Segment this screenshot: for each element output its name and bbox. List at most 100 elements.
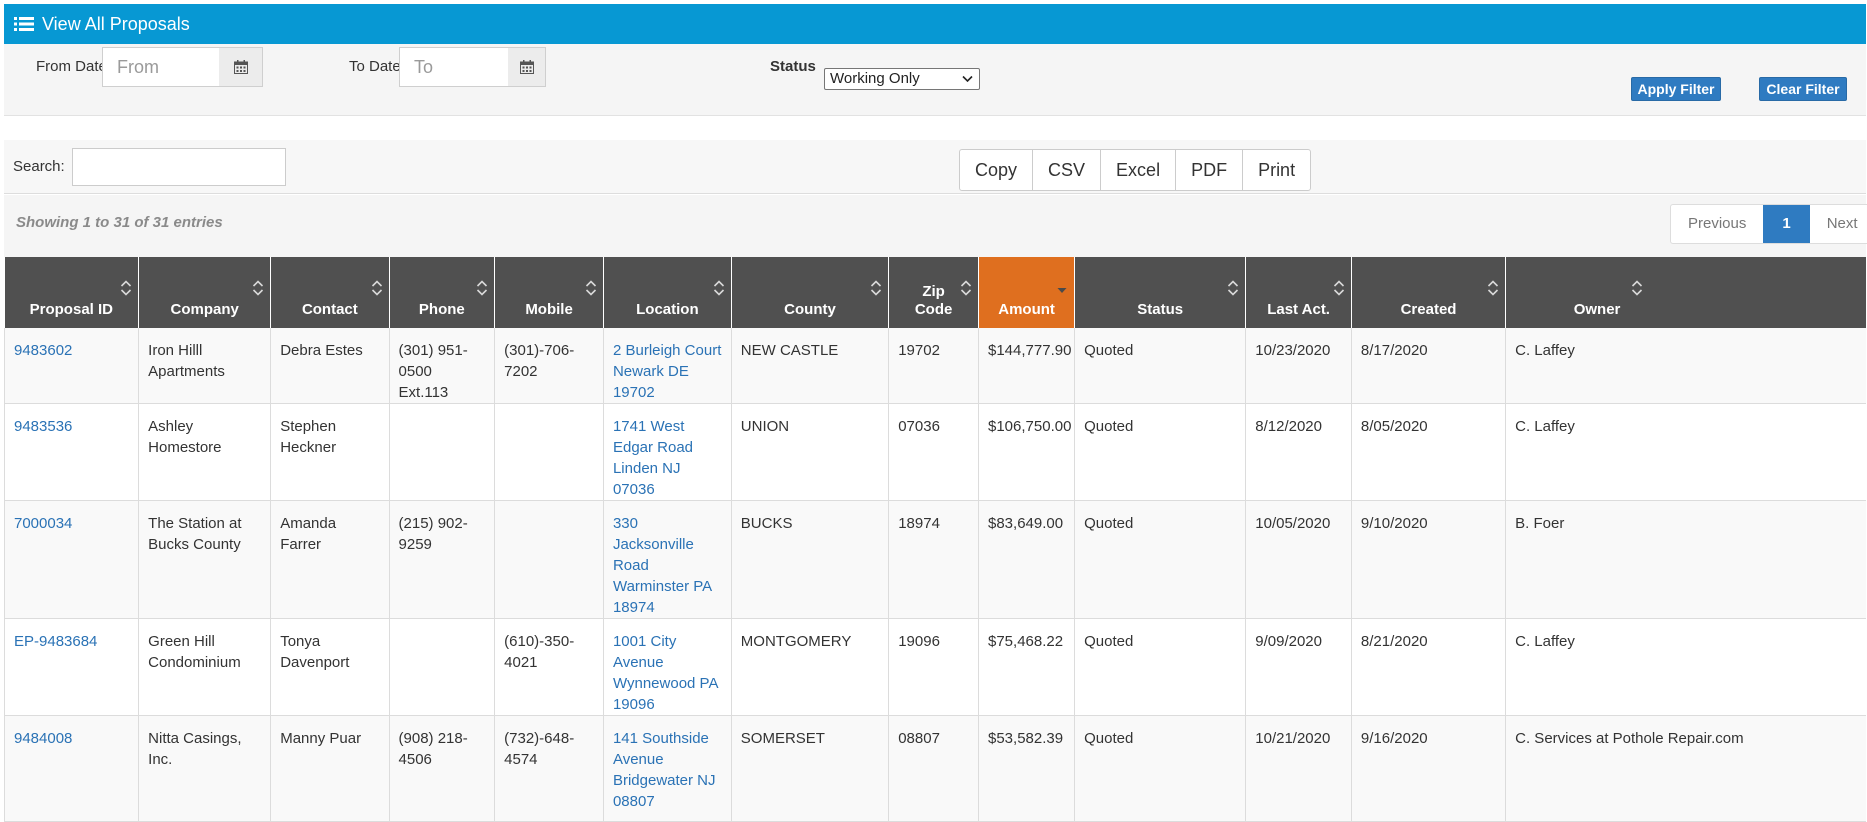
proposal-id-link[interactable]: EP-9483684 — [14, 633, 98, 650]
contact-cell: Stephen Heckner — [270, 403, 390, 501]
chevron-down-icon — [962, 75, 973, 83]
col-header-last-act[interactable]: Last Act. — [1245, 257, 1352, 328]
apply-filter-button[interactable]: Apply Filter — [1631, 77, 1721, 101]
table-row: 9483602 Iron Hilll Apartments Debra Este… — [3, 328, 1866, 404]
zip-cell: 19702 — [888, 328, 979, 404]
column-label: Mobile — [525, 301, 573, 318]
sort-icon — [253, 280, 264, 296]
info-bar: Showing 1 to 31 of 31 entries Previous 1… — [4, 195, 1867, 257]
csv-button[interactable]: CSV — [1033, 150, 1102, 190]
entries-info: Showing 1 to 31 of 31 entries — [16, 214, 223, 231]
next-page-button[interactable]: Next — [1826, 215, 1858, 232]
owner-cell: C. Laffey — [1505, 618, 1866, 716]
county-cell: BUCKS — [730, 500, 889, 619]
status-cell: Quoted — [1074, 715, 1246, 822]
panel-header: View All Proposals — [4, 4, 1866, 44]
status-cell: Quoted — [1074, 328, 1246, 404]
mobile-cell: (732)-648-4574 — [494, 715, 604, 822]
col-header-proposal-id[interactable]: Proposal ID — [4, 257, 139, 328]
phone-cell: (908) 218-4506 — [388, 715, 495, 822]
zip-cell: 07036 — [888, 403, 979, 501]
proposal-id-link[interactable]: 7000034 — [14, 515, 73, 532]
mobile-cell — [494, 403, 604, 501]
col-header-status[interactable]: Status — [1074, 257, 1246, 328]
col-header-mobile[interactable]: Mobile — [494, 257, 604, 328]
excel-button[interactable]: Excel — [1101, 150, 1177, 190]
sort-icon — [1632, 280, 1643, 296]
status-cell: Quoted — [1074, 618, 1246, 716]
county-cell: NEW CASTLE — [730, 328, 889, 404]
county-cell: SOMERSET — [730, 715, 889, 822]
table-toolbar: Search: Copy CSV Excel PDF Print — [4, 140, 1866, 194]
location-link[interactable]: 1741 West Edgar Road Linden NJ 07036 — [612, 418, 694, 498]
location-link[interactable]: 2 Burleigh Court Newark DE 19702 — [612, 342, 722, 401]
to-date-label: To Date: — [349, 58, 405, 75]
col-header-created[interactable]: Created — [1350, 257, 1506, 328]
location-link[interactable]: 141 Southside Avenue Bridgewater NJ 0880… — [612, 730, 716, 810]
sort-icon — [871, 280, 882, 296]
table-header-row: Proposal ID Company Contact Phone Mobile… — [4, 257, 1866, 328]
col-header-contact[interactable]: Contact — [270, 257, 390, 328]
col-header-company[interactable]: Company — [138, 257, 271, 328]
search-input[interactable] — [72, 148, 286, 186]
calendar-icon — [519, 60, 534, 74]
last-act-cell: 10/21/2020 — [1245, 715, 1352, 822]
owner-cell: C. Services at Pothole Repair.com — [1505, 715, 1866, 822]
col-header-owner[interactable]: Owner — [1505, 257, 1866, 328]
column-label: Proposal ID — [29, 301, 113, 318]
col-header-amount[interactable]: Amount — [977, 257, 1075, 328]
created-cell: 9/10/2020 — [1350, 500, 1506, 619]
proposal-id-link[interactable]: 9484008 — [14, 730, 73, 747]
col-header-zip-code[interactable]: Zip Code — [888, 257, 979, 328]
list-icon — [14, 17, 34, 31]
col-header-phone[interactable]: Phone — [388, 257, 495, 328]
sort-icon — [1333, 280, 1344, 296]
created-cell: 8/05/2020 — [1350, 403, 1506, 501]
copy-button[interactable]: Copy — [960, 150, 1034, 190]
last-act-cell: 10/05/2020 — [1245, 500, 1352, 619]
table-row: EP-9483684 Green Hill Condominium Tonya … — [3, 618, 1866, 716]
clear-filter-button[interactable]: Clear Filter — [1759, 77, 1847, 101]
previous-page-button[interactable]: Previous — [1688, 215, 1747, 232]
zip-cell: 19096 — [888, 618, 979, 716]
col-header-county[interactable]: County — [730, 257, 889, 328]
page-1-button[interactable]: 1 — [1763, 205, 1810, 243]
mobile-cell: (610)-350-4021 — [494, 618, 604, 716]
print-button[interactable]: Print — [1258, 160, 1296, 180]
status-select-value: Working Only — [830, 70, 920, 87]
proposal-id-link[interactable]: 9483602 — [14, 342, 73, 359]
amount-cell: $83,649.00 — [977, 500, 1075, 619]
proposals-table: Proposal ID Company Contact Phone Mobile… — [3, 257, 1866, 822]
company-cell: Green Hill Condominium — [138, 618, 271, 716]
from-date-input[interactable]: From — [102, 47, 220, 87]
sort-descending-icon — [1057, 288, 1067, 293]
created-cell: 8/17/2020 — [1350, 328, 1506, 404]
from-calendar-button[interactable] — [219, 47, 263, 87]
status-select[interactable]: Working Only — [824, 68, 980, 90]
sort-icon — [1488, 280, 1499, 296]
amount-cell: $75,468.22 — [977, 618, 1075, 716]
sort-icon — [960, 280, 972, 296]
to-calendar-button[interactable] — [508, 47, 546, 87]
status-cell: Quoted — [1074, 500, 1246, 619]
column-label: Zip Code — [914, 283, 953, 318]
sort-icon — [585, 280, 597, 296]
contact-cell: Amanda Farrer — [270, 500, 390, 619]
pdf-button[interactable]: PDF — [1176, 150, 1244, 190]
proposal-id-link[interactable]: 9483536 — [14, 418, 73, 435]
county-cell: MONTGOMERY — [730, 618, 889, 716]
phone-cell: (215) 902-9259 — [388, 500, 495, 619]
last-act-cell: 10/23/2020 — [1245, 328, 1352, 404]
column-label: Contact — [301, 301, 358, 318]
zip-cell: 08807 — [888, 715, 979, 822]
column-label: Amount — [998, 301, 1055, 318]
location-link[interactable]: 1001 City Avenue Wynnewood PA 19096 — [612, 633, 718, 713]
to-date-input[interactable]: To — [399, 47, 509, 87]
owner-cell: C. Laffey — [1505, 403, 1866, 501]
phone-cell: (301) 951-0500 Ext.113 — [388, 328, 495, 404]
mobile-cell: (301)-706-7202 — [494, 328, 604, 404]
phone-cell — [388, 618, 495, 716]
col-header-location[interactable]: Location — [602, 257, 732, 328]
location-link[interactable]: 330 Jacksonville Road Warminster PA 1897… — [612, 515, 712, 616]
company-cell: Nitta Casings, Inc. — [138, 715, 271, 822]
